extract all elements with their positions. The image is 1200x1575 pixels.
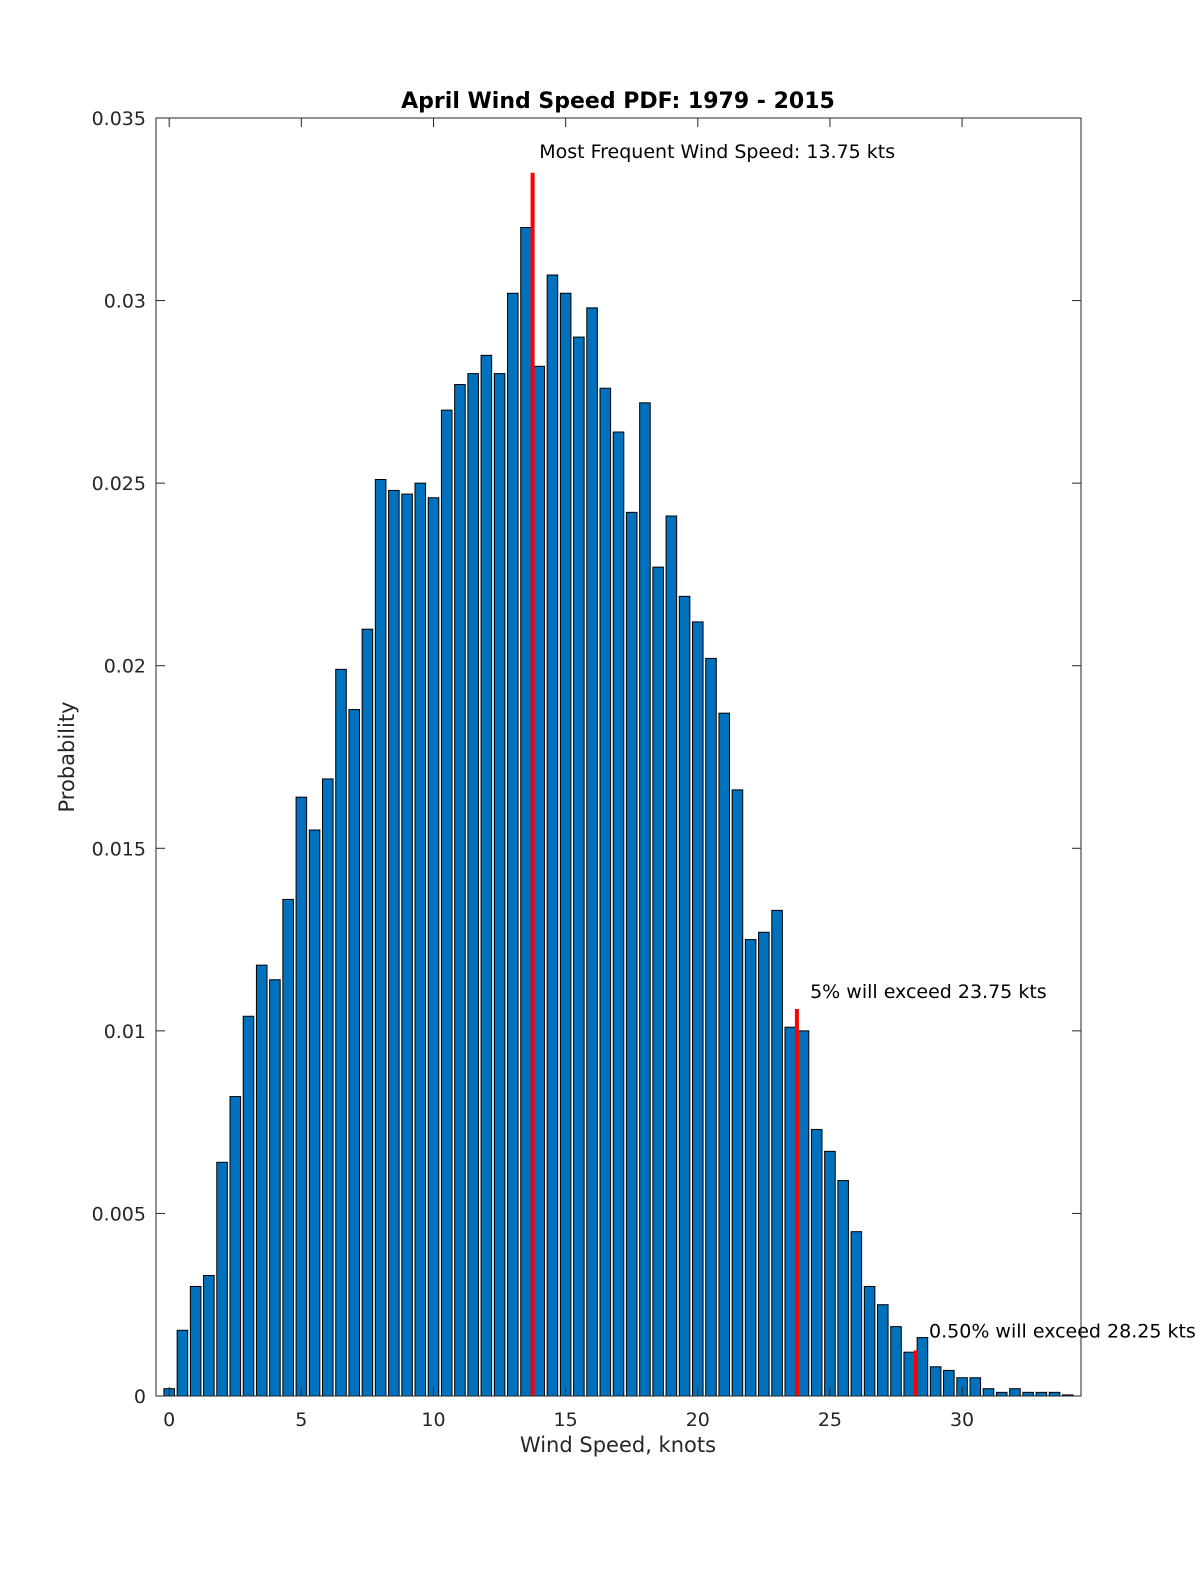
bar	[639, 402, 651, 1397]
threshold-annotation: 0.50% will exceed 28.25 kts	[929, 1321, 1196, 1343]
bar	[890, 1326, 902, 1397]
bar	[559, 292, 572, 1397]
bar	[335, 668, 347, 1397]
bar	[705, 657, 717, 1397]
bar	[507, 292, 519, 1397]
bar	[929, 1366, 942, 1397]
bar	[837, 1180, 849, 1397]
threshold-annotation: 5% will exceed 23.75 kts	[810, 981, 1047, 1003]
plot-frame	[155, 117, 1082, 1397]
bar	[414, 482, 427, 1397]
x-axis-ticks: 0 5 10 15 20 25 30	[163, 118, 974, 1431]
y-tick-label: 0.01	[104, 1021, 146, 1043]
bar	[612, 431, 625, 1397]
bar	[1048, 1391, 1061, 1397]
bar	[863, 1285, 876, 1397]
bar	[440, 409, 453, 1397]
bar	[216, 1161, 228, 1397]
bar	[982, 1388, 995, 1397]
bar	[877, 1304, 889, 1397]
bar	[903, 1351, 916, 1397]
y-tick-label: 0.035	[92, 108, 146, 130]
bar	[189, 1285, 202, 1397]
y-tick-label: 0.03	[104, 291, 146, 313]
bar	[995, 1391, 1008, 1397]
x-tick-label: 0	[163, 1409, 175, 1431]
bar	[784, 1026, 797, 1397]
bar	[176, 1329, 189, 1397]
bar	[454, 384, 466, 1397]
bar	[322, 778, 334, 1397]
x-tick-label: 10	[421, 1409, 445, 1431]
bar	[203, 1275, 215, 1397]
y-tick-label: 0	[134, 1386, 146, 1408]
bar	[665, 515, 678, 1397]
bar	[308, 829, 321, 1397]
bar	[692, 621, 704, 1397]
bar	[467, 373, 479, 1397]
bar	[255, 964, 268, 1397]
bar	[744, 939, 757, 1397]
bar	[282, 898, 294, 1397]
bar	[348, 709, 360, 1397]
bar	[427, 497, 440, 1397]
x-axis-label: Wind Speed, knots	[520, 1433, 716, 1457]
bar	[361, 628, 374, 1397]
bar	[401, 493, 413, 1397]
chart-title: April Wind Speed PDF: 1979 - 2015	[401, 89, 835, 114]
y-tick-label: 0.02	[104, 656, 146, 678]
bar	[599, 387, 612, 1397]
bar	[625, 511, 638, 1397]
bar	[586, 307, 598, 1397]
bar	[493, 373, 506, 1397]
bar	[295, 796, 308, 1397]
bar	[388, 489, 400, 1397]
bar	[374, 478, 387, 1397]
markers-group: Most Frequent Wind Speed: 13.75 kts 5% wi…	[530, 141, 1196, 1396]
bar	[731, 789, 744, 1397]
x-tick-label: 30	[950, 1409, 974, 1431]
bar	[824, 1150, 836, 1397]
bar	[229, 1096, 242, 1397]
x-tick-label: 25	[818, 1409, 842, 1431]
bar	[520, 227, 532, 1397]
y-tick-label: 0.025	[92, 473, 146, 495]
bar	[810, 1128, 823, 1397]
bar	[678, 595, 691, 1397]
bar	[916, 1337, 929, 1397]
bar	[480, 354, 493, 1397]
x-tick-label: 5	[295, 1409, 307, 1431]
bar	[797, 1030, 810, 1397]
bar	[1009, 1388, 1021, 1397]
bar	[718, 712, 731, 1397]
bar	[758, 931, 770, 1397]
x-tick-label: 15	[554, 1409, 578, 1431]
x-tick-label: 20	[686, 1409, 710, 1431]
bar	[943, 1369, 955, 1397]
bar	[533, 365, 546, 1397]
bar	[269, 979, 281, 1397]
bar	[546, 274, 559, 1397]
bar	[771, 909, 783, 1397]
y-tick-label: 0.015	[92, 838, 146, 860]
bar	[573, 336, 585, 1397]
y-axis-ticks: 0 0.005 0.01 0.015 0.02 0.025 0.03 0.035	[92, 108, 1081, 1408]
bar	[1022, 1391, 1034, 1397]
bar	[850, 1231, 863, 1397]
threshold-annotation: Most Frequent Wind Speed: 13.75 kts	[539, 141, 895, 163]
bar	[652, 566, 664, 1397]
bar	[1035, 1391, 1048, 1397]
y-tick-label: 0.005	[92, 1203, 146, 1225]
bar	[242, 1015, 255, 1397]
y-axis-label: Probability	[55, 701, 79, 812]
bar	[969, 1377, 982, 1397]
bars-group	[163, 227, 1074, 1397]
